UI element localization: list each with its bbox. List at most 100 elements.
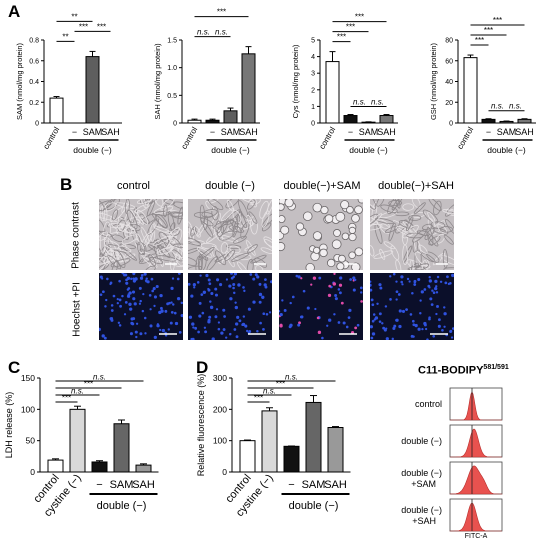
- panel-label-d: D: [196, 358, 209, 377]
- nucleus: [126, 288, 130, 291]
- nucleus: [302, 289, 306, 293]
- sah-bar-chart: 0 0.5 1.0 1.5 SAH (nmol/mg protein) n.s. n.s. *…: [153, 8, 260, 155]
- cell: [411, 199, 421, 208]
- y-tick-label: 50: [26, 436, 36, 446]
- y-tick-label: 0.8: [29, 38, 39, 45]
- nucleus: [395, 290, 399, 294]
- bar: [223, 110, 238, 124]
- cell: [410, 265, 426, 270]
- nucleus: [116, 302, 119, 305]
- cell: [391, 199, 403, 210]
- cell: [395, 259, 402, 270]
- cell: [136, 199, 152, 204]
- nucleus: [428, 286, 431, 289]
- sig-label: n.s.: [353, 98, 366, 107]
- cell: [295, 222, 305, 231]
- cell: [348, 233, 357, 242]
- cell: [198, 255, 207, 270]
- nucleus: [217, 321, 221, 324]
- nucleus: [376, 302, 379, 305]
- sig-label: ***: [254, 394, 263, 403]
- nucleus: [118, 298, 122, 302]
- flow-row-label: control: [415, 399, 442, 409]
- nucleus: [259, 321, 262, 325]
- cell: [374, 217, 394, 224]
- group-label: double (−): [73, 145, 112, 155]
- cell: [157, 246, 174, 255]
- y-axis-label: Relative fluorescence (%): [196, 374, 206, 477]
- nucleus: [230, 273, 233, 275]
- row-label-phase: Phase contrast: [70, 202, 82, 269]
- nucleus: [192, 283, 196, 287]
- y-tick-label: 100: [21, 404, 35, 414]
- bar: [517, 118, 532, 124]
- nucleus: [379, 286, 383, 290]
- nucleus: [298, 321, 301, 325]
- cell: [354, 247, 363, 257]
- nucleus: [130, 321, 134, 325]
- nucleus: [112, 294, 116, 298]
- nucleus: [145, 277, 148, 280]
- nucleus: [170, 310, 174, 314]
- nucleus: [321, 336, 324, 340]
- cell: [402, 203, 415, 211]
- nucleus: [435, 285, 438, 288]
- flow-row-label-sub: +SAM: [411, 479, 436, 489]
- nucleus: [310, 283, 313, 286]
- nucleus: [219, 283, 223, 287]
- bar: [499, 120, 514, 124]
- cell: [224, 249, 236, 262]
- nucleus: [429, 297, 433, 301]
- nucleus: [279, 312, 283, 317]
- sig-label: n.s.: [197, 28, 210, 37]
- nucleus: [297, 323, 301, 327]
- nucleus: [334, 297, 338, 301]
- nucleus: [262, 327, 265, 331]
- nucleus: [435, 312, 438, 316]
- nucleus: [443, 312, 447, 316]
- cell: [117, 219, 126, 232]
- nucleus: [143, 316, 147, 320]
- cell: [115, 224, 131, 233]
- flow-histogram-peak: [450, 428, 502, 458]
- cell: [155, 211, 171, 216]
- cell: [153, 225, 173, 235]
- cell: [319, 248, 328, 258]
- nucleus: [143, 273, 147, 276]
- cell: [163, 233, 174, 251]
- nucleus: [234, 305, 239, 310]
- nucleus: [374, 316, 379, 320]
- nucleus: [389, 275, 392, 278]
- nucleus: [214, 315, 218, 319]
- x-tick-label-sam: SAM: [110, 479, 134, 491]
- cell: [200, 217, 214, 227]
- nucleus: [141, 309, 145, 313]
- cell: [426, 226, 434, 246]
- cell: [388, 200, 403, 206]
- x-tick-label-sam: SAM: [497, 127, 517, 137]
- cell: [261, 222, 272, 232]
- cell: [201, 209, 218, 218]
- bar: [327, 427, 344, 473]
- cell: [312, 202, 323, 213]
- cell: [109, 249, 123, 262]
- row-label-hoechst: Hoechst +PI: [71, 282, 83, 337]
- nucleus: [101, 334, 105, 338]
- y-axis-label: Cys (nmol/mg protein): [291, 44, 300, 118]
- cell: [415, 263, 430, 270]
- nucleus: [109, 281, 113, 285]
- x-tick-label-sah: SAH: [377, 127, 396, 137]
- nucleus: [254, 273, 258, 277]
- cell: [103, 240, 120, 250]
- cell: [206, 256, 219, 270]
- nucleus: [104, 305, 107, 308]
- nucleus: [424, 327, 428, 331]
- nucleus: [370, 283, 372, 287]
- nucleus: [327, 293, 332, 298]
- nucleus: [451, 273, 454, 278]
- nucleus: [370, 336, 374, 340]
- nucleus: [252, 277, 256, 281]
- cell: [121, 199, 130, 213]
- nucleus: [352, 276, 356, 280]
